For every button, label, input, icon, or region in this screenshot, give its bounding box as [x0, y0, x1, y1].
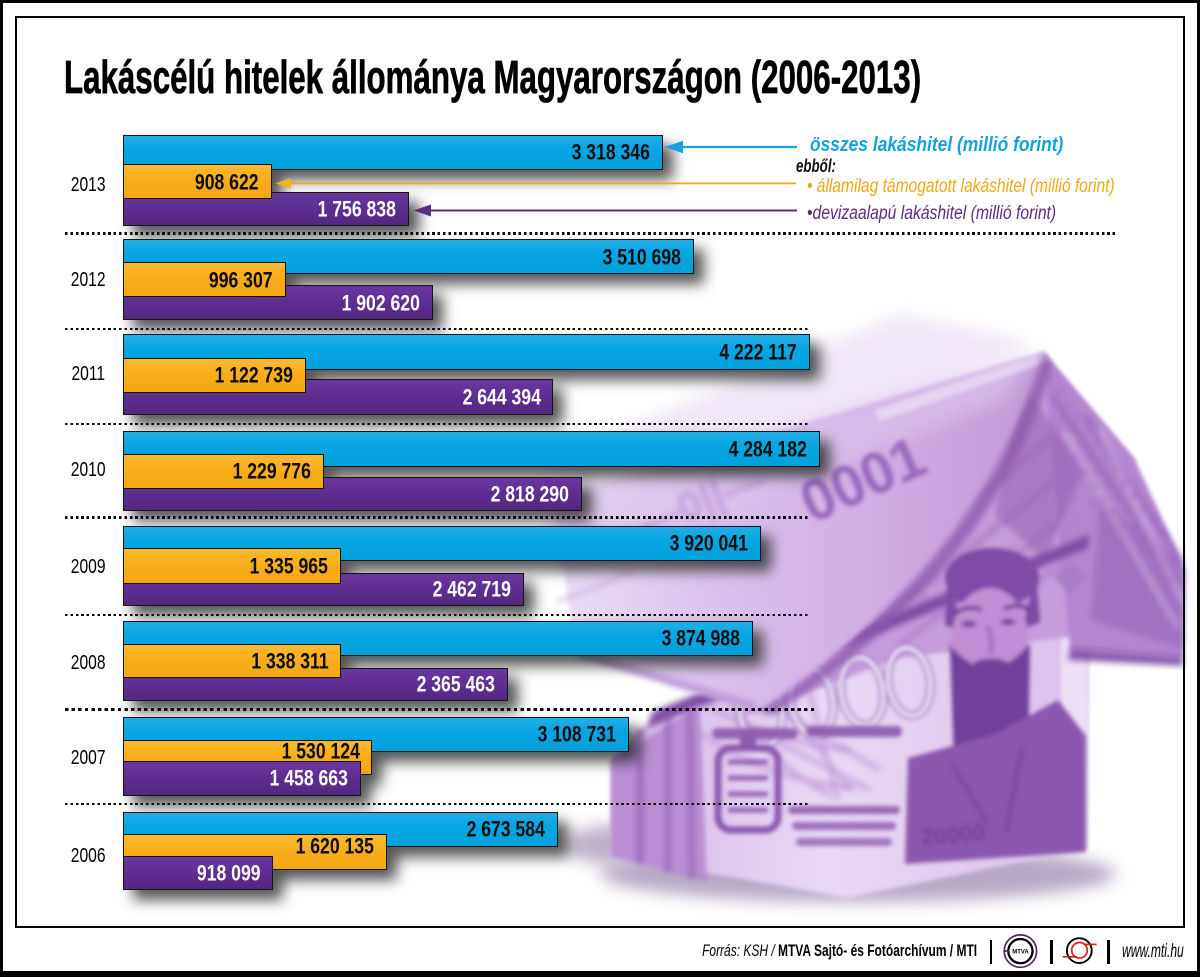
svg-text:MTVA: MTVA: [1012, 948, 1029, 955]
svg-text:20000: 20000: [920, 819, 986, 850]
